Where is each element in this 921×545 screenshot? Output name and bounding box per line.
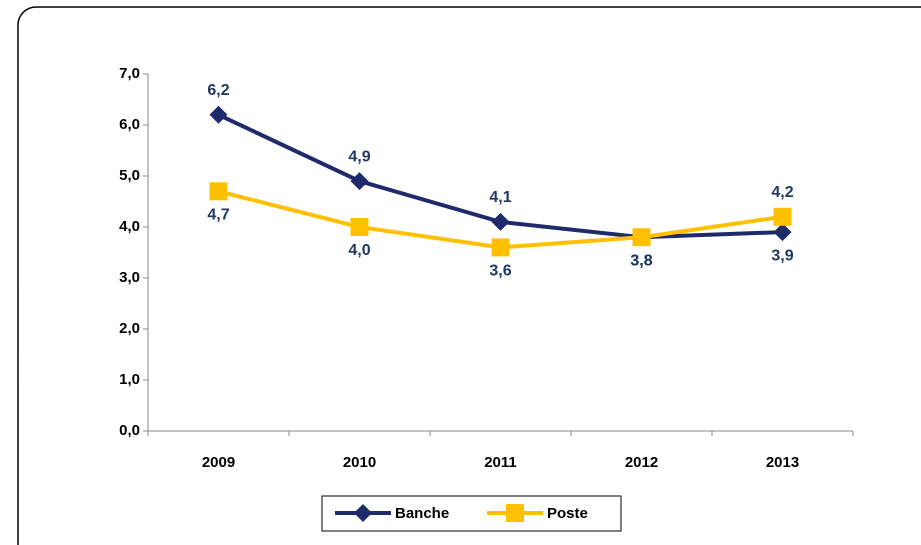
- marker: [773, 207, 792, 226]
- x-tick-label: 2013: [766, 454, 799, 471]
- value-label: 4,0: [348, 242, 370, 259]
- y-tick-label: 1,0: [119, 371, 140, 388]
- legend-marker: [354, 504, 372, 522]
- y-tick-label: 7,0: [119, 65, 140, 82]
- marker: [350, 172, 369, 191]
- y-tick-label: 5,0: [119, 167, 140, 184]
- value-label: 3,8: [630, 252, 652, 269]
- value-label: 4,2: [771, 184, 793, 201]
- marker: [773, 223, 792, 242]
- legend-marker: [506, 504, 524, 522]
- legend-label: Banche: [395, 505, 449, 522]
- y-tick-label: 2,0: [119, 320, 140, 337]
- value-label: 4,7: [207, 207, 229, 224]
- value-label: 4,1: [489, 189, 511, 206]
- marker: [209, 105, 228, 124]
- marker: [491, 212, 510, 231]
- x-tick-label: 2012: [625, 454, 658, 471]
- x-tick-label: 2010: [343, 454, 376, 471]
- y-tick-label: 3,0: [119, 269, 140, 286]
- marker: [632, 228, 651, 247]
- x-tick-label: 2011: [484, 454, 517, 471]
- marker: [350, 218, 369, 236]
- value-label: 6,2: [207, 82, 229, 99]
- marker: [491, 238, 510, 257]
- value-label: 3,8: [630, 252, 652, 269]
- chart-frame: [17, 6, 921, 545]
- value-label: 3,9: [771, 247, 793, 264]
- y-tick-label: 0,0: [119, 422, 140, 439]
- y-tick-label: 6,0: [119, 116, 140, 133]
- y-tick-label: 4,0: [119, 218, 140, 235]
- marker: [209, 182, 228, 201]
- value-label: 4,9: [348, 148, 370, 165]
- x-tick-label: 2009: [202, 454, 235, 471]
- legend-label: Poste: [547, 505, 588, 522]
- value-label: 3,6: [489, 263, 511, 280]
